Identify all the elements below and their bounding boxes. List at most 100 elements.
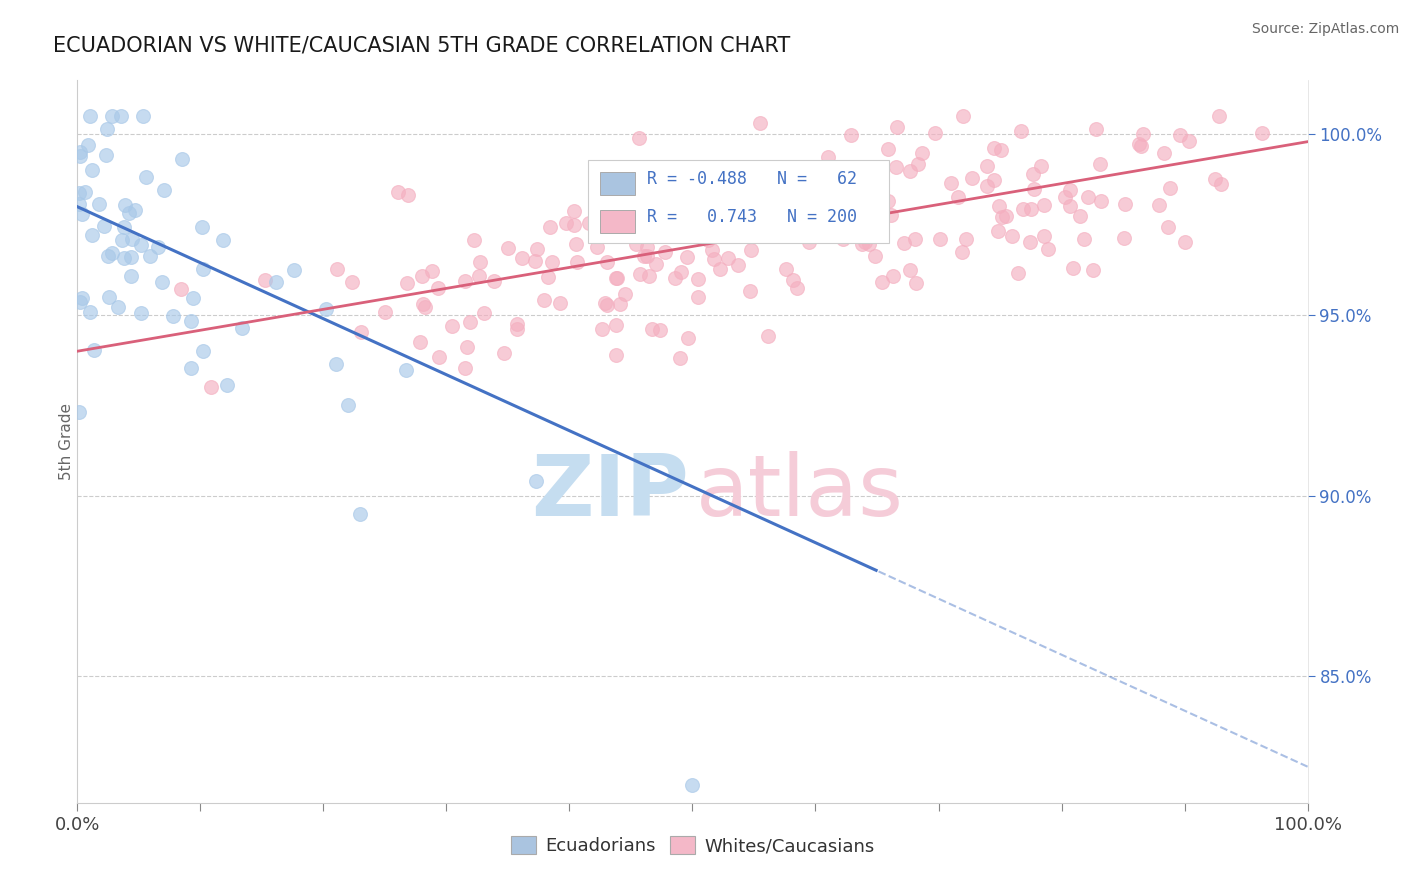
Point [146, 239, 169, 253]
Point [831, 232, 853, 246]
Point [496, 241, 519, 255]
Point [170, 282, 193, 296]
Point [676, 222, 699, 236]
Point [492, 346, 515, 360]
Point [413, 300, 436, 314]
Point [427, 350, 450, 364]
Point [696, 230, 718, 244]
Point [696, 233, 718, 247]
Point [1168, 128, 1191, 142]
Point [422, 263, 444, 277]
Point [749, 116, 772, 130]
Point [654, 244, 676, 259]
Point [1073, 232, 1095, 246]
Point [718, 219, 741, 233]
Y-axis label: 5th Grade: 5th Grade [59, 403, 73, 480]
Point [763, 222, 786, 236]
Point [139, 249, 162, 263]
Point [523, 254, 546, 268]
Point [112, 219, 135, 234]
Point [955, 232, 977, 246]
Legend: Ecuadorians, Whites/Caucasians: Ecuadorians, Whites/Caucasians [503, 830, 882, 863]
Point [983, 173, 1005, 187]
Point [987, 198, 1010, 212]
Point [991, 210, 1014, 224]
Point [67, 197, 90, 211]
Point [849, 170, 872, 185]
Point [939, 177, 962, 191]
Point [593, 227, 616, 242]
Point [1130, 139, 1153, 153]
Point [703, 252, 725, 267]
Point [825, 200, 848, 214]
Point [1054, 190, 1077, 204]
Point [1209, 177, 1232, 191]
Point [863, 249, 886, 263]
Point [183, 291, 205, 305]
Point [456, 340, 478, 354]
Point [565, 237, 588, 252]
Point [1112, 230, 1135, 244]
Point [98, 290, 121, 304]
Point [374, 304, 396, 318]
Point [880, 208, 903, 222]
Point [606, 205, 628, 219]
Point [924, 126, 946, 140]
Point [813, 182, 835, 196]
Point [118, 206, 141, 220]
Point [94, 147, 117, 161]
Point [605, 318, 627, 332]
Point [97, 249, 120, 263]
Point [952, 109, 974, 123]
Point [150, 275, 173, 289]
Point [709, 261, 731, 276]
Point [1007, 266, 1029, 280]
Point [412, 297, 434, 311]
Point [191, 343, 214, 358]
Point [790, 223, 813, 237]
Point [1178, 134, 1201, 148]
Point [797, 235, 820, 250]
Point [738, 284, 761, 298]
Point [832, 184, 855, 198]
Point [1059, 183, 1081, 197]
Point [950, 245, 973, 260]
Point [454, 274, 477, 288]
Point [1059, 199, 1081, 213]
Point [555, 216, 578, 230]
Point [79, 109, 101, 123]
Point [853, 179, 876, 194]
Point [893, 236, 915, 251]
Point [350, 326, 373, 340]
Point [506, 322, 529, 336]
Point [775, 223, 797, 237]
Point [484, 274, 506, 288]
Point [638, 268, 661, 283]
Point [180, 314, 202, 328]
Text: ECUADORIAN VS WHITE/CAUCASIAN 5TH GRADE CORRELATION CHART: ECUADORIAN VS WHITE/CAUCASIAN 5TH GRADE … [53, 36, 790, 55]
Point [73, 186, 96, 200]
Text: R = -0.488   N =   62: R = -0.488 N = 62 [647, 170, 856, 188]
Point [538, 220, 561, 235]
Point [70, 291, 93, 305]
Point [79, 305, 101, 319]
Point [387, 185, 409, 199]
Point [633, 217, 655, 231]
Point [775, 262, 797, 277]
Point [427, 281, 450, 295]
Point [124, 202, 146, 217]
Point [1208, 109, 1230, 123]
Point [1062, 261, 1084, 276]
Point [946, 189, 969, 203]
Point [1024, 182, 1046, 196]
Point [526, 242, 548, 256]
Point [869, 203, 891, 218]
Point [1153, 145, 1175, 160]
Point [852, 169, 875, 184]
Point [67, 186, 90, 200]
Point [676, 331, 699, 345]
Point [96, 121, 118, 136]
Point [231, 321, 253, 335]
Point [537, 269, 560, 284]
Point [100, 109, 122, 123]
